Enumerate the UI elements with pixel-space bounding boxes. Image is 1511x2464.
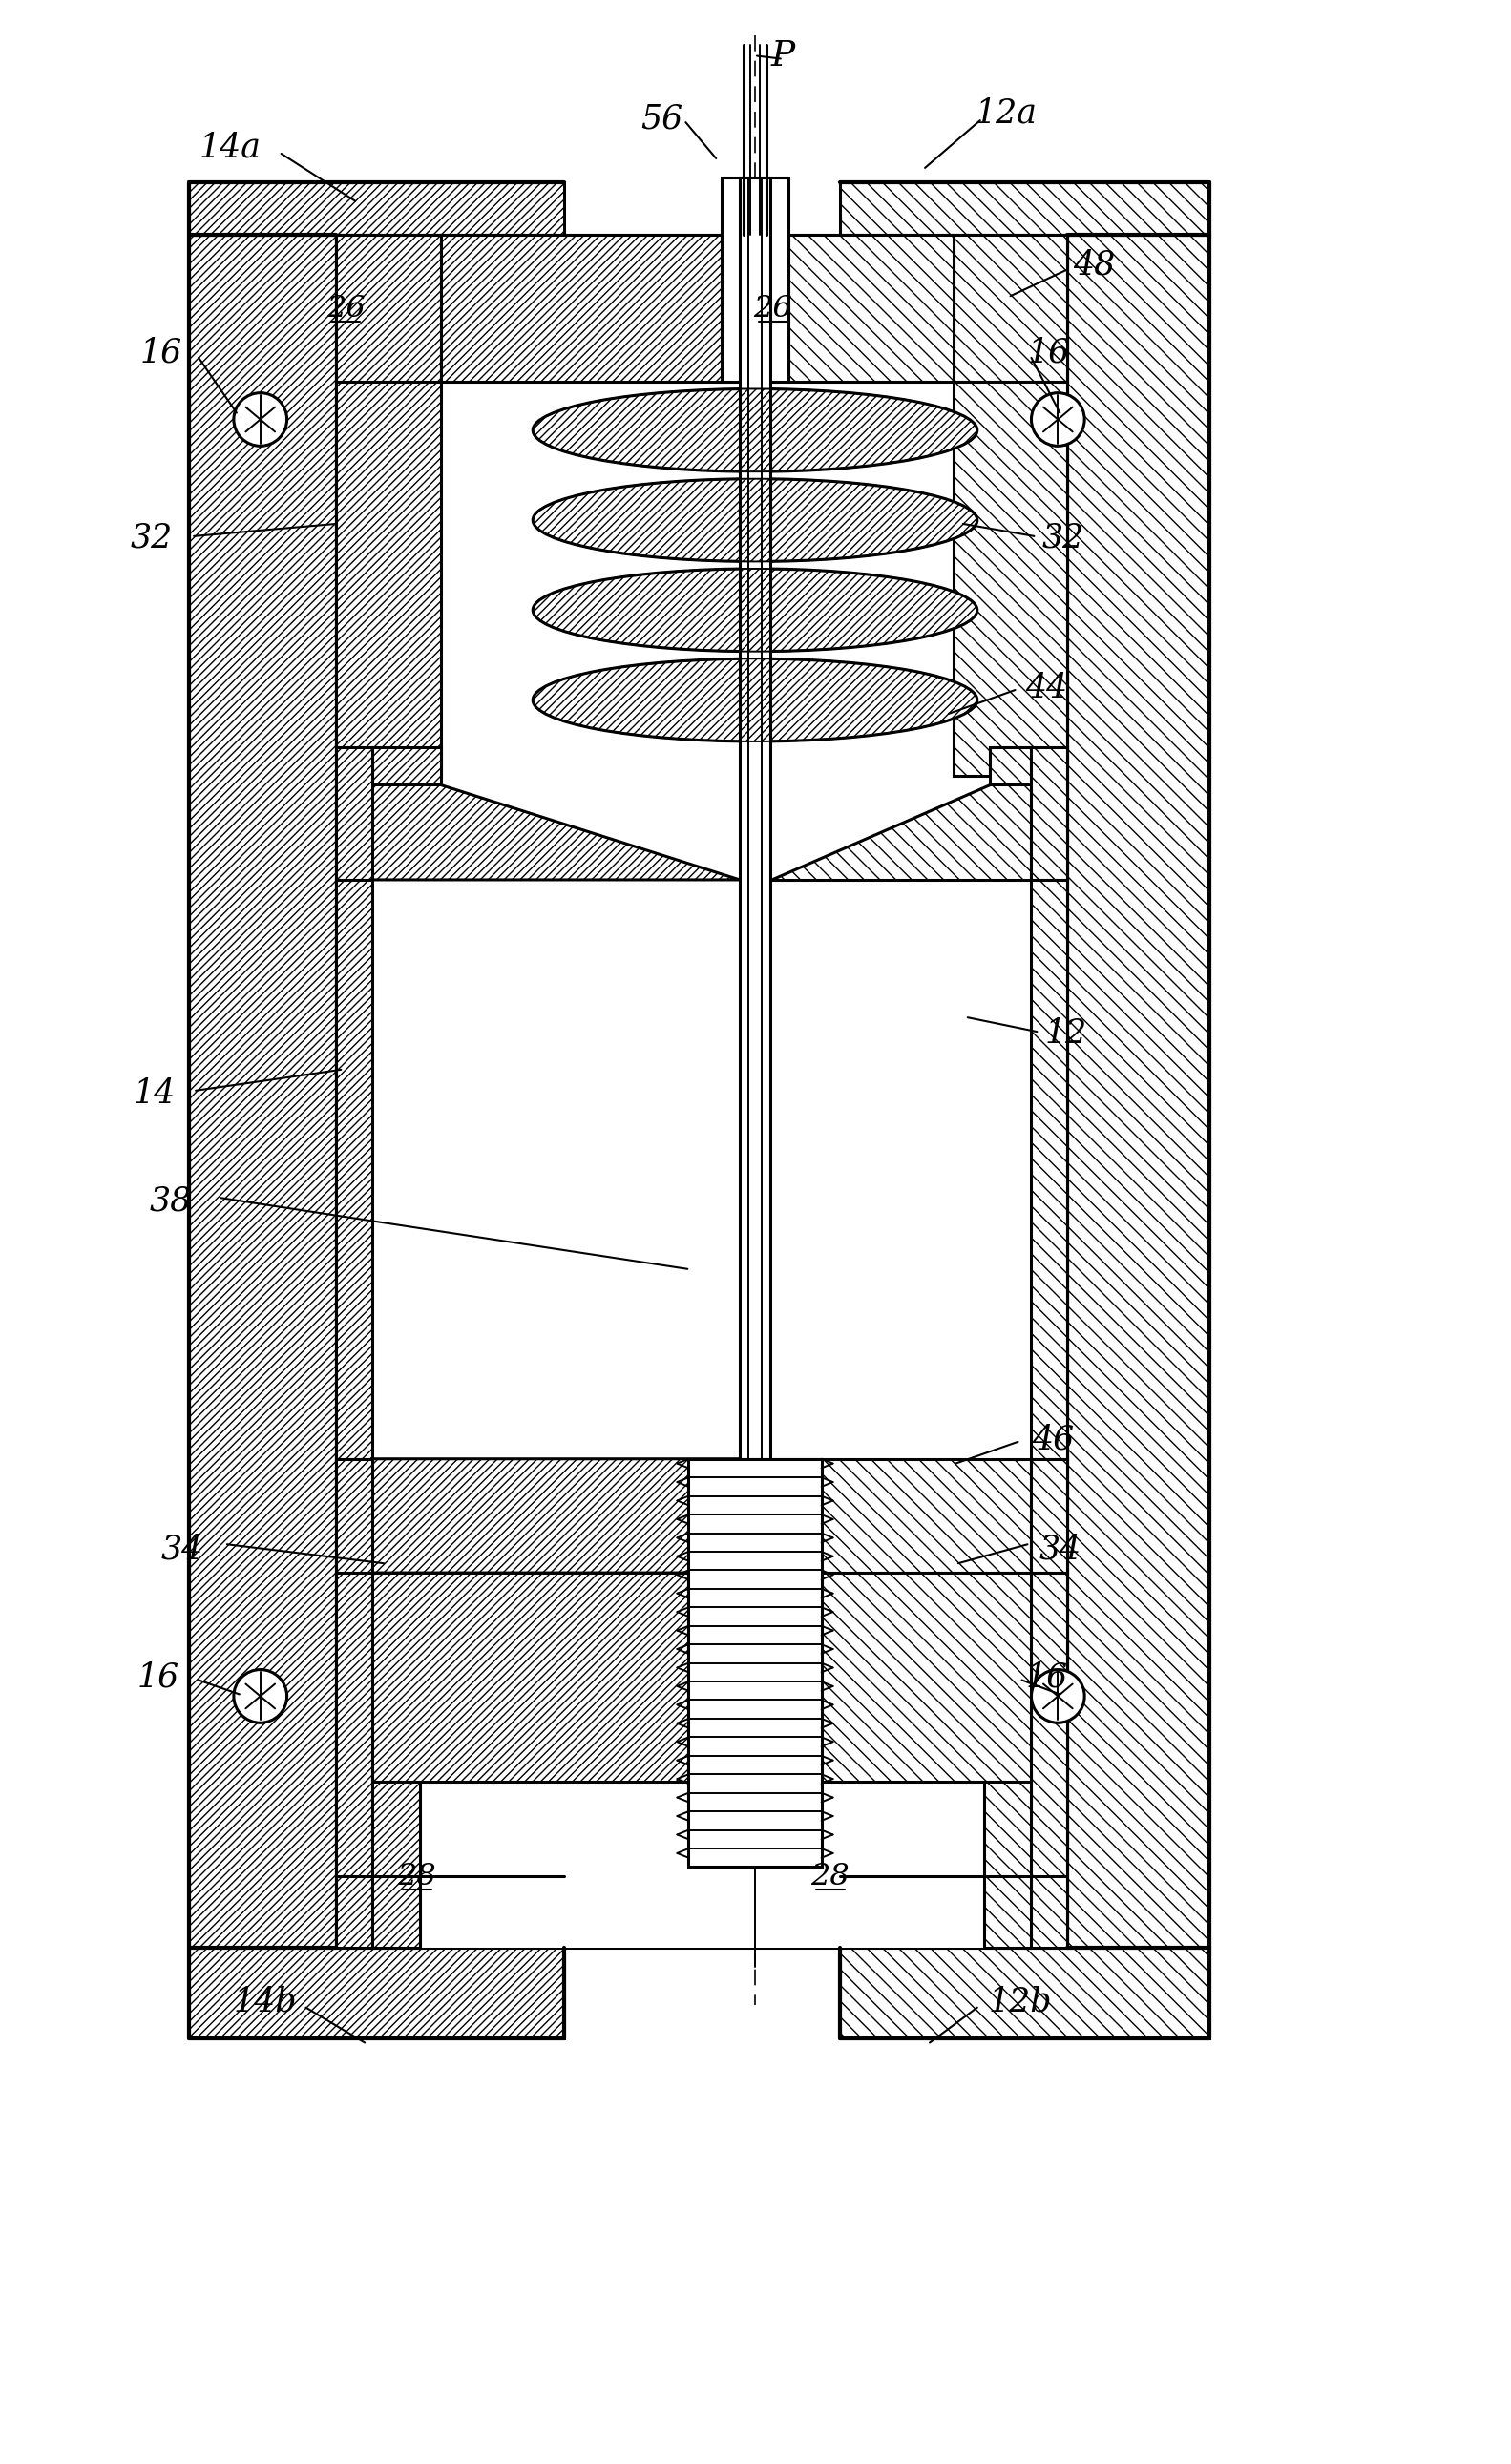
Polygon shape [1032,1572,1067,1947]
Text: 34: 34 [162,1533,204,1565]
Circle shape [234,1671,287,1722]
Ellipse shape [533,658,978,742]
Polygon shape [1032,747,1067,880]
Circle shape [1032,392,1085,446]
Text: 46: 46 [1032,1424,1074,1456]
Bar [420,1781,984,1947]
Circle shape [1032,1671,1085,1722]
Text: 14b: 14b [233,1986,296,2018]
Text: 26: 26 [754,293,792,323]
Polygon shape [990,747,1032,786]
Text: 16: 16 [136,1661,178,1693]
Text: 32: 32 [1041,522,1083,554]
Polygon shape [337,234,441,382]
Polygon shape [189,1947,564,2038]
Polygon shape [189,182,564,234]
Polygon shape [372,747,441,786]
Text: 12a: 12a [975,96,1037,128]
Bar [722,177,789,382]
Text: 44: 44 [1026,673,1068,705]
Text: 16: 16 [1026,1661,1068,1693]
Text: 56: 56 [641,103,683,136]
Polygon shape [840,182,1210,234]
Polygon shape [771,786,1032,880]
Bar [689,1459,822,1868]
Polygon shape [789,234,953,382]
Bar [740,177,771,1459]
Text: 14a: 14a [199,131,261,163]
Text: 12b: 12b [988,1986,1052,2018]
Polygon shape [337,1572,372,1947]
Polygon shape [337,747,372,880]
Text: 48: 48 [1073,249,1115,281]
Polygon shape [1032,1459,1067,1572]
Text: 28: 28 [810,1863,849,1892]
Polygon shape [771,1459,1032,1572]
Polygon shape [372,1459,740,1572]
Text: 16: 16 [1027,338,1070,370]
Polygon shape [840,1947,1210,2038]
Polygon shape [441,234,722,382]
Text: 12: 12 [1044,1018,1086,1050]
Ellipse shape [533,569,978,650]
Circle shape [234,392,287,446]
Polygon shape [337,880,372,1459]
Polygon shape [372,1572,689,1781]
Text: 32: 32 [130,522,172,554]
Polygon shape [189,234,337,1947]
Text: 28: 28 [397,1863,437,1892]
Bar [372,880,1032,1459]
Text: 34: 34 [1038,1533,1080,1565]
Text: 38: 38 [150,1185,192,1217]
Ellipse shape [533,389,978,471]
Bar [337,234,1067,1947]
Polygon shape [337,1459,372,1572]
Text: 16: 16 [139,338,181,370]
Polygon shape [822,1572,1032,1781]
Text: P: P [771,39,795,74]
Text: 14: 14 [133,1077,175,1109]
Text: 26: 26 [326,293,366,323]
Polygon shape [337,382,441,776]
Polygon shape [984,1781,1032,1947]
Ellipse shape [533,478,978,562]
Polygon shape [372,786,740,880]
Polygon shape [372,1781,420,1947]
Polygon shape [953,382,1067,776]
Polygon shape [1032,880,1067,1459]
Polygon shape [1067,234,1210,1947]
Polygon shape [953,234,1067,382]
